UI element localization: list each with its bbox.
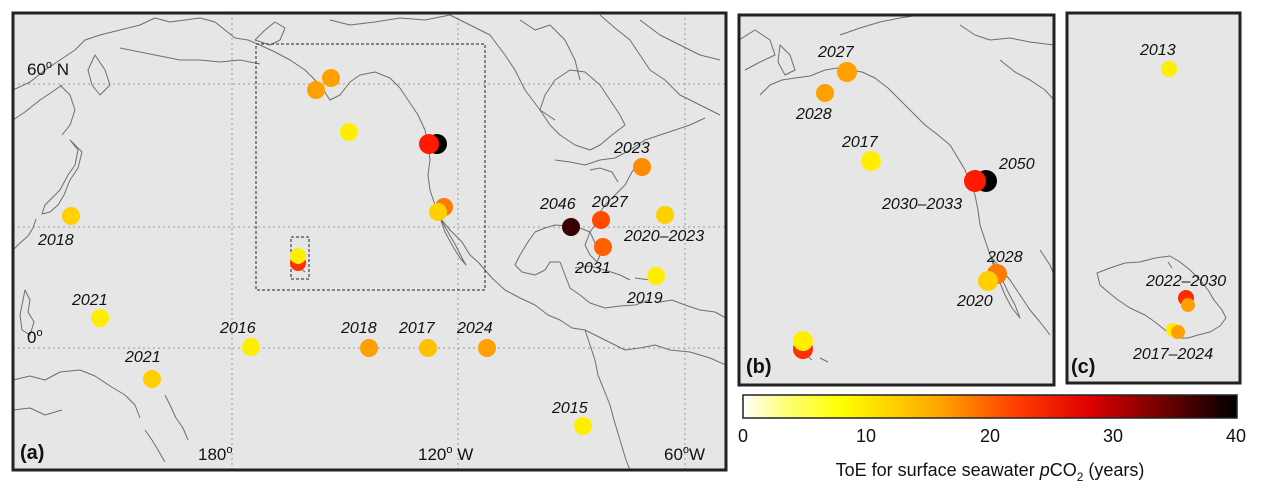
station-label: 2023 <box>613 140 650 157</box>
station-label: 2050 <box>998 156 1035 173</box>
station-marker <box>647 267 665 285</box>
panel-c-tag: (c) <box>1071 356 1095 378</box>
station-marker <box>816 84 834 102</box>
station-label: 2017 <box>398 320 436 337</box>
lat-label-60n: 60o N <box>27 59 69 79</box>
panel-c-map: 2013 2022–2030 2017–2024 (c) <box>1065 11 1242 385</box>
station-label: 2028 <box>795 106 832 123</box>
station-marker <box>964 170 986 192</box>
station-label: 2019 <box>626 290 663 307</box>
panel-b-stations <box>793 62 1007 359</box>
station-label: 2020–2023 <box>623 228 704 245</box>
lat-label-0: 0o <box>27 327 43 347</box>
station-marker <box>290 248 306 264</box>
colorbar: 0 10 20 30 40 ToE for surface seawater p… <box>738 394 1246 484</box>
station-label: 2015 <box>551 400 588 417</box>
station-label: 2016 <box>219 320 256 337</box>
station-label: 2017 <box>841 134 879 151</box>
station-label: 2017–2024 <box>1132 346 1213 363</box>
station-marker <box>429 203 447 221</box>
lon-label-120w: 120o W <box>418 444 473 464</box>
station-marker <box>340 123 358 141</box>
panel-c-stations <box>1161 61 1195 339</box>
station-marker <box>656 206 674 224</box>
panel-a-tag: (a) <box>20 442 44 464</box>
station-marker <box>62 207 80 225</box>
station-label: 2018 <box>340 320 377 337</box>
panel-a-map: 2018 2021 2021 2016 2018 2017 2024 2046 … <box>11 11 728 472</box>
panel-c-frame <box>1065 11 1242 385</box>
station-label: 2021 <box>71 292 108 309</box>
lon-label-180: 180o <box>198 444 233 464</box>
station-marker <box>91 309 109 327</box>
panel-a-background <box>13 13 726 470</box>
station-marker <box>633 158 651 176</box>
colorbar-tick: 0 <box>738 426 748 446</box>
station-marker <box>419 134 439 154</box>
station-label: 2022–2030 <box>1145 273 1226 290</box>
station-marker <box>592 211 610 229</box>
station-marker <box>478 339 496 357</box>
station-label: 2046 <box>539 196 576 213</box>
colorbar-tick: 10 <box>856 426 876 446</box>
station-marker <box>594 238 612 256</box>
panel-c-labels: 2013 2022–2030 2017–2024 <box>1132 42 1226 363</box>
panel-a-stations <box>62 69 674 435</box>
station-label: 2027 <box>591 194 629 211</box>
station-label: 2027 <box>817 44 855 61</box>
lon-label-60w: 60oW <box>664 444 705 464</box>
station-label: 2018 <box>37 232 74 249</box>
station-marker <box>978 271 998 291</box>
station-marker <box>574 417 592 435</box>
panel-a-frame <box>11 11 728 472</box>
station-label: 2013 <box>1139 42 1176 59</box>
station-marker <box>307 81 325 99</box>
station-marker <box>1171 325 1185 339</box>
station-marker <box>837 62 857 82</box>
station-marker <box>360 339 378 357</box>
colorbar-tick: 30 <box>1103 426 1123 446</box>
station-marker <box>793 331 813 351</box>
station-label: 2028 <box>986 249 1023 266</box>
station-marker <box>861 151 881 171</box>
station-marker <box>1181 298 1195 312</box>
station-label: 2020 <box>956 293 993 310</box>
colorbar-title: ToE for surface seawater pCO2 (years) <box>836 460 1145 484</box>
panel-b-map: 2027 2028 2017 2050 2030–2033 2028 2020 … <box>737 13 1056 387</box>
panel-b-frame <box>737 13 1056 387</box>
panel-b-coastlines <box>739 15 1054 363</box>
station-marker <box>242 338 260 356</box>
station-marker <box>143 370 161 388</box>
zoom-box-b <box>255 43 486 291</box>
colorbar-tick: 40 <box>1226 426 1246 446</box>
station-marker <box>1161 61 1177 77</box>
panel-b-labels: 2027 2028 2017 2050 2030–2033 2028 2020 <box>795 44 1035 310</box>
colorbar-tick: 20 <box>980 426 1000 446</box>
station-marker <box>562 218 580 236</box>
station-label: 2024 <box>456 320 493 337</box>
station-label: 2021 <box>124 349 161 366</box>
panel-c-coastlines <box>1096 255 1227 339</box>
panel-c-background <box>1067 13 1240 383</box>
panel-b-background <box>739 15 1054 385</box>
panel-b-tag: (b) <box>746 356 772 378</box>
station-label: 2030–2033 <box>881 196 962 213</box>
station-label: 2031 <box>574 260 611 277</box>
colorbar-gradient <box>742 394 1238 419</box>
station-marker <box>419 339 437 357</box>
station-marker <box>322 69 340 87</box>
panel-a-labels: 2018 2021 2021 2016 2018 2017 2024 2046 … <box>37 140 704 417</box>
